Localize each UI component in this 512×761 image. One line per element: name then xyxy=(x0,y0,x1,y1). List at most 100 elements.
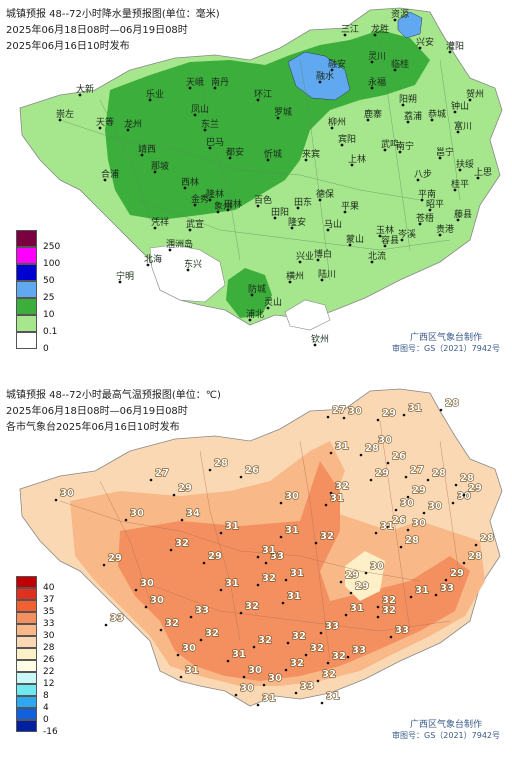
city-marker xyxy=(406,120,410,124)
temperature-value: 28 xyxy=(445,398,459,409)
city-label: 钦州 xyxy=(311,333,329,345)
city-marker xyxy=(208,146,212,150)
city-marker xyxy=(364,571,368,575)
city-label: 桂平 xyxy=(451,178,469,190)
city-marker xyxy=(401,103,405,107)
city-marker xyxy=(400,238,404,242)
city-label: 龙胜 xyxy=(371,23,389,35)
city-marker xyxy=(256,204,260,208)
city-label: 资源 xyxy=(391,9,409,20)
city-marker xyxy=(386,525,390,529)
city-marker xyxy=(208,198,212,202)
legend-label: 10 xyxy=(43,310,55,320)
city-label: 合浦 xyxy=(101,168,119,180)
legend-label: 26 xyxy=(43,655,55,665)
city-marker xyxy=(404,475,408,479)
temperature-value: 30 xyxy=(400,498,414,509)
city-marker xyxy=(304,653,308,657)
city-marker xyxy=(418,222,422,226)
city-label: 钟山 xyxy=(451,100,469,112)
legend-label: -16 xyxy=(43,727,58,737)
city-label: 凭祥 xyxy=(151,216,169,228)
temperature-value: 29 xyxy=(345,570,359,581)
city-label: 玉林 xyxy=(376,224,394,236)
city-marker xyxy=(239,611,243,615)
city-marker xyxy=(330,126,334,130)
temperature-value: 32 xyxy=(322,669,336,680)
city-marker xyxy=(346,655,350,659)
temp-approval-number: 审图号：GS（2021）7942号 xyxy=(392,731,500,740)
temperature-value: 30 xyxy=(60,488,74,499)
temperature-value: 31 xyxy=(262,545,276,556)
city-label: 象州 xyxy=(214,200,232,212)
rain-0mm-region xyxy=(149,244,226,303)
temperature-value: 28 xyxy=(432,468,446,479)
city-marker xyxy=(418,46,422,50)
city-label: 贺州 xyxy=(466,88,484,100)
legend-swatch xyxy=(16,247,37,264)
city-marker xyxy=(406,528,410,532)
legend-swatch xyxy=(16,696,37,708)
temperature-value: 30 xyxy=(150,595,164,606)
city-marker xyxy=(168,248,172,252)
city-marker xyxy=(188,228,192,232)
city-marker xyxy=(349,591,353,595)
temperature-value: 29 xyxy=(450,568,464,579)
temperature-value: 32 xyxy=(205,628,219,639)
city-marker xyxy=(393,68,397,72)
legend-swatch xyxy=(16,600,37,612)
city-marker xyxy=(179,675,183,679)
county-borders xyxy=(59,39,461,281)
city-marker xyxy=(264,561,268,565)
rain-0mm-south-region xyxy=(284,299,331,331)
city-marker xyxy=(226,659,230,663)
legend-label: 0.1 xyxy=(43,327,58,337)
rain-credit-org: 广西区气象台制作 xyxy=(409,333,482,343)
city-marker xyxy=(252,645,256,649)
legend-swatch xyxy=(16,588,37,600)
legend-label: 28 xyxy=(43,643,55,653)
city-marker xyxy=(313,343,317,347)
city-marker xyxy=(330,68,334,72)
temperature-value: 32 xyxy=(175,538,189,549)
city-marker xyxy=(359,453,363,457)
temperature-value: 31 xyxy=(225,578,239,589)
temperature-value: 32 xyxy=(258,635,272,646)
city-marker xyxy=(444,578,448,582)
legend-label: 8 xyxy=(43,691,49,701)
city-marker xyxy=(369,478,373,482)
temperature-value: 29 xyxy=(468,483,482,494)
legend-swatch xyxy=(16,264,37,281)
city-marker xyxy=(203,128,207,132)
city-marker xyxy=(439,408,443,412)
city-marker xyxy=(340,143,344,147)
temperature-value: 32 xyxy=(262,573,276,584)
city-label: 龙州 xyxy=(124,118,142,130)
city-label: 阳朔 xyxy=(399,93,417,105)
legend-swatch xyxy=(16,315,37,332)
temperature-value: 27 xyxy=(332,405,346,416)
temperature-value: 33 xyxy=(352,645,366,656)
city-label: 东兴 xyxy=(184,258,202,270)
city-marker xyxy=(453,110,457,114)
temperature-value: 28 xyxy=(365,443,379,454)
temperature-value: 31 xyxy=(290,568,304,579)
city-marker xyxy=(304,158,308,162)
city-marker xyxy=(266,158,270,162)
temperature-value: 26 xyxy=(245,465,259,476)
city-marker xyxy=(262,683,266,687)
city-marker xyxy=(248,318,252,322)
city-marker xyxy=(124,518,128,522)
city-label: 容县 xyxy=(381,234,399,246)
city-marker xyxy=(250,293,254,297)
temperature-value: 32 xyxy=(382,605,396,616)
city-marker xyxy=(216,210,220,214)
city-marker xyxy=(144,605,148,609)
city-label: 兴安 xyxy=(416,36,434,48)
city-marker xyxy=(239,475,243,479)
legend-label: 30 xyxy=(43,631,55,641)
city-marker xyxy=(389,635,393,639)
temperature-value: 30 xyxy=(140,578,154,589)
city-label: 天等 xyxy=(96,116,114,128)
city-marker xyxy=(193,203,197,207)
